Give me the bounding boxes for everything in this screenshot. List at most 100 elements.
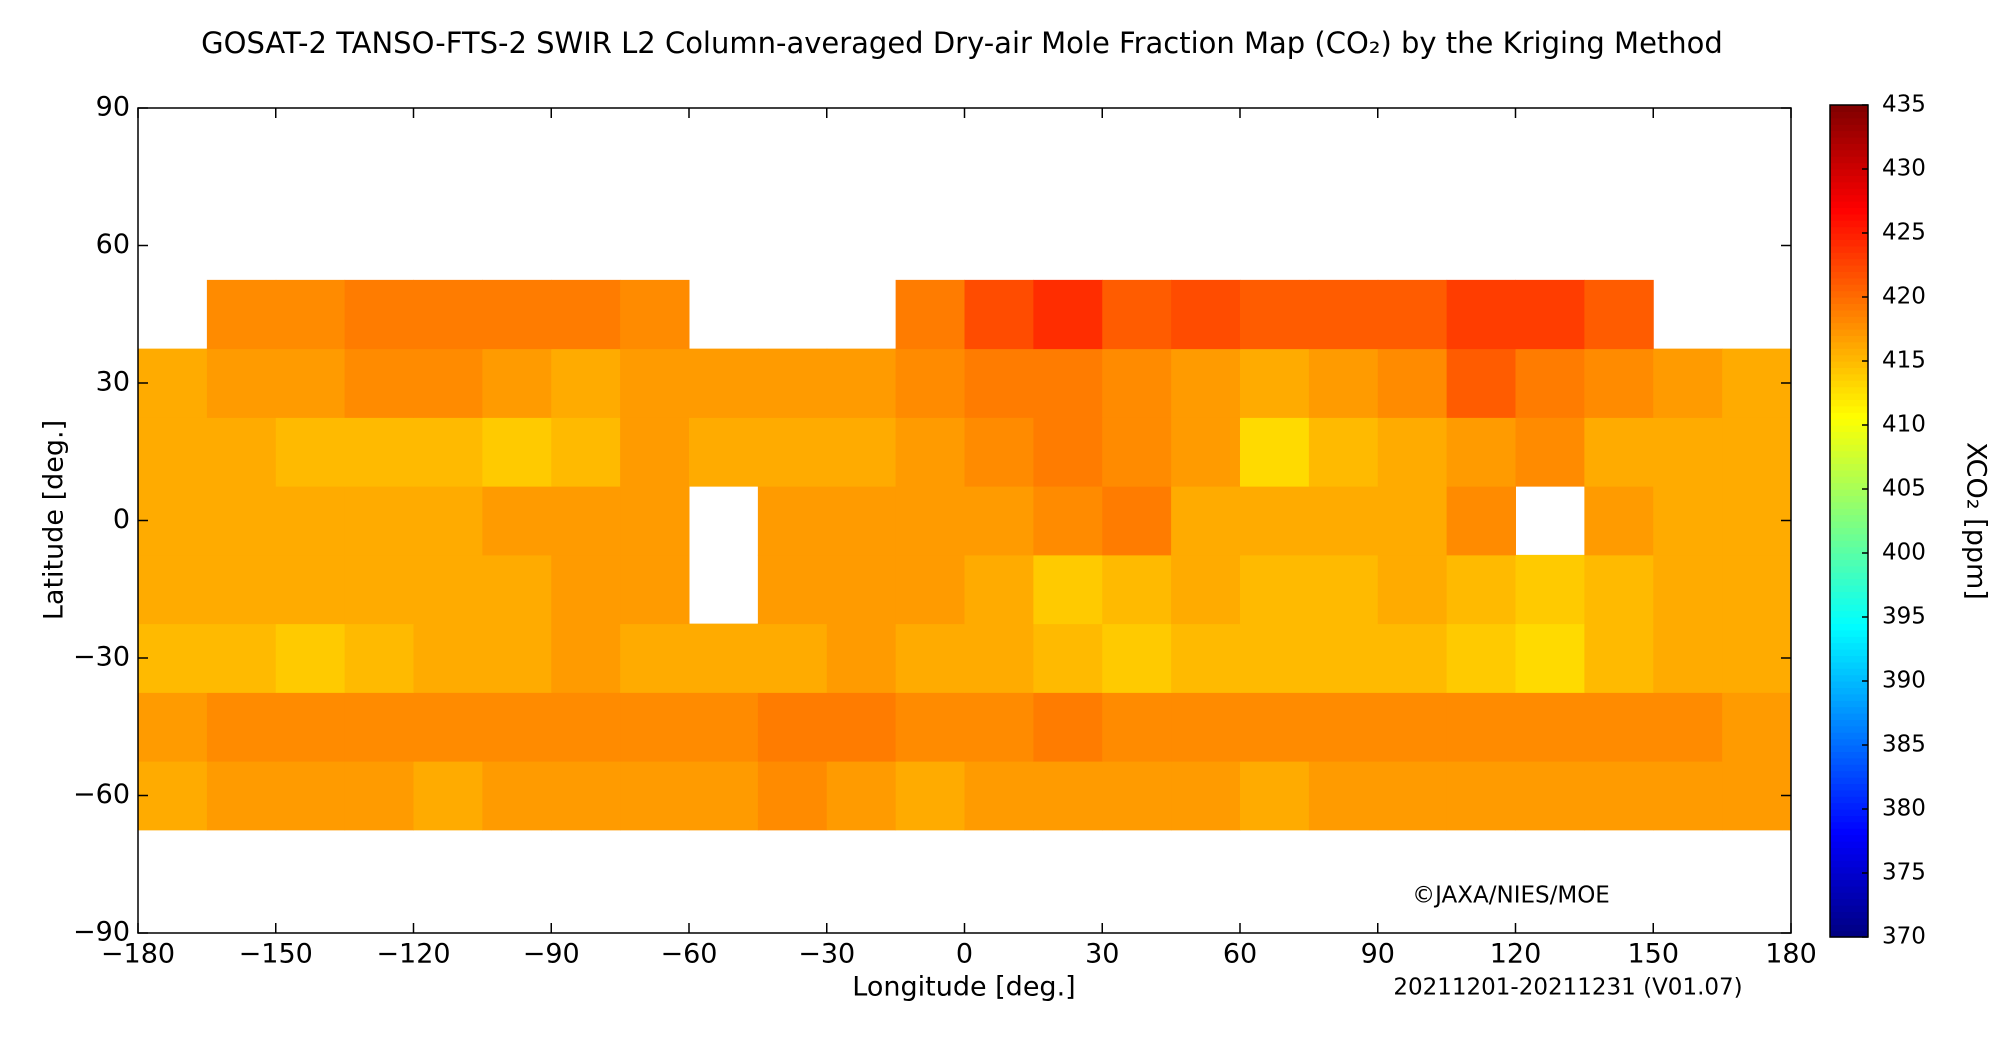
cell bbox=[1171, 761, 1241, 831]
cell bbox=[1653, 348, 1723, 418]
cell bbox=[138, 692, 208, 762]
cell bbox=[206, 692, 277, 762]
x-tick-label: 0 bbox=[956, 939, 973, 970]
colorbar-segment bbox=[1830, 450, 1868, 458]
y-axis-label: Latitude [deg.] bbox=[39, 420, 70, 620]
cell bbox=[1377, 279, 1448, 350]
colorbar-segment bbox=[1830, 380, 1868, 388]
cell bbox=[1377, 417, 1448, 487]
colorbar-segment bbox=[1830, 668, 1868, 676]
colorbar-segment bbox=[1830, 201, 1868, 208]
cell bbox=[1171, 417, 1241, 487]
colorbar-segment bbox=[1830, 322, 1868, 330]
cell bbox=[1446, 279, 1516, 350]
cell bbox=[1308, 486, 1379, 556]
cell bbox=[1722, 417, 1792, 487]
cell bbox=[138, 486, 208, 556]
colorbar-segment bbox=[1830, 341, 1868, 349]
colorbar-segment bbox=[1830, 329, 1868, 336]
cell bbox=[1102, 279, 1172, 350]
x-tick-label: −30 bbox=[798, 939, 855, 970]
y-tick-label: −30 bbox=[73, 642, 130, 673]
cell bbox=[1515, 417, 1585, 487]
cell bbox=[1377, 761, 1448, 831]
cell bbox=[620, 554, 690, 625]
cell bbox=[482, 554, 552, 625]
colorbar-segment bbox=[1830, 188, 1868, 196]
cell bbox=[689, 348, 759, 418]
x-tick-label: −60 bbox=[661, 939, 718, 970]
cell bbox=[1722, 348, 1792, 418]
y-tick-label: 60 bbox=[96, 229, 130, 260]
cell bbox=[138, 761, 208, 831]
colorbar-segment bbox=[1830, 175, 1868, 183]
colorbar-segment bbox=[1830, 162, 1868, 170]
cell bbox=[1033, 348, 1103, 418]
cell bbox=[482, 761, 552, 831]
colorbar-segment bbox=[1830, 674, 1868, 682]
cell bbox=[1446, 554, 1516, 625]
colorbar-segment bbox=[1830, 297, 1868, 304]
cell bbox=[1033, 554, 1103, 625]
colorbar-segment bbox=[1830, 860, 1868, 868]
cell bbox=[1240, 486, 1310, 556]
cell bbox=[413, 486, 483, 556]
colorbar-segment bbox=[1830, 213, 1868, 221]
cell bbox=[757, 554, 828, 625]
colorbar-label: XCO₂ [ppm] bbox=[1961, 442, 1992, 600]
cell bbox=[1102, 486, 1172, 556]
colorbar-segment bbox=[1830, 905, 1868, 912]
credit: ©JAXA/NIES/MOE bbox=[1412, 883, 1610, 909]
colorbar-segment bbox=[1830, 604, 1868, 612]
colorbar-segment bbox=[1830, 745, 1868, 752]
colorbar-segment bbox=[1830, 815, 1868, 823]
colorbar-tick-label: 430 bbox=[1882, 156, 1926, 182]
cell bbox=[413, 417, 483, 487]
cell bbox=[964, 279, 1034, 350]
cell bbox=[964, 417, 1034, 487]
cell bbox=[689, 761, 759, 831]
cell bbox=[1102, 692, 1172, 762]
cell bbox=[895, 348, 965, 418]
cell bbox=[826, 623, 897, 693]
cell bbox=[1653, 623, 1723, 693]
cell bbox=[1240, 761, 1310, 831]
cell bbox=[1033, 761, 1103, 831]
colorbar-segment bbox=[1830, 917, 1868, 925]
cell bbox=[1653, 554, 1723, 625]
cell bbox=[138, 417, 208, 487]
cell bbox=[1584, 279, 1654, 350]
cell bbox=[826, 761, 897, 831]
colorbar-segment bbox=[1830, 546, 1868, 554]
cell bbox=[206, 348, 277, 418]
cell bbox=[344, 486, 414, 556]
colorbar-segment bbox=[1830, 565, 1868, 573]
colorbar-segment bbox=[1830, 866, 1868, 874]
colorbar-segment bbox=[1830, 809, 1868, 816]
cell bbox=[895, 486, 965, 556]
colorbar-segment bbox=[1830, 841, 1868, 848]
x-axis-label: Longitude [deg.] bbox=[852, 972, 1075, 1003]
colorbar-segment bbox=[1830, 111, 1868, 119]
colorbar-segment bbox=[1830, 194, 1868, 202]
cell bbox=[689, 692, 759, 762]
cell bbox=[1515, 554, 1585, 625]
cell bbox=[1308, 623, 1379, 693]
cell bbox=[1102, 623, 1172, 693]
colorbar-segment bbox=[1830, 585, 1868, 592]
cell bbox=[344, 761, 414, 831]
cell bbox=[620, 417, 690, 487]
colorbar-tick-label: 425 bbox=[1882, 220, 1926, 246]
x-tick-label: 30 bbox=[1085, 939, 1119, 970]
cell bbox=[689, 417, 759, 487]
cell bbox=[138, 554, 208, 625]
colorbar-segment bbox=[1830, 290, 1868, 298]
colorbar-segment bbox=[1830, 540, 1868, 548]
colorbar-segment bbox=[1830, 495, 1868, 503]
x-tick-label: 120 bbox=[1490, 939, 1542, 970]
colorbar-segment bbox=[1830, 777, 1868, 784]
cell bbox=[1722, 554, 1792, 625]
cell bbox=[482, 279, 552, 350]
colorbar-segment bbox=[1830, 437, 1868, 445]
